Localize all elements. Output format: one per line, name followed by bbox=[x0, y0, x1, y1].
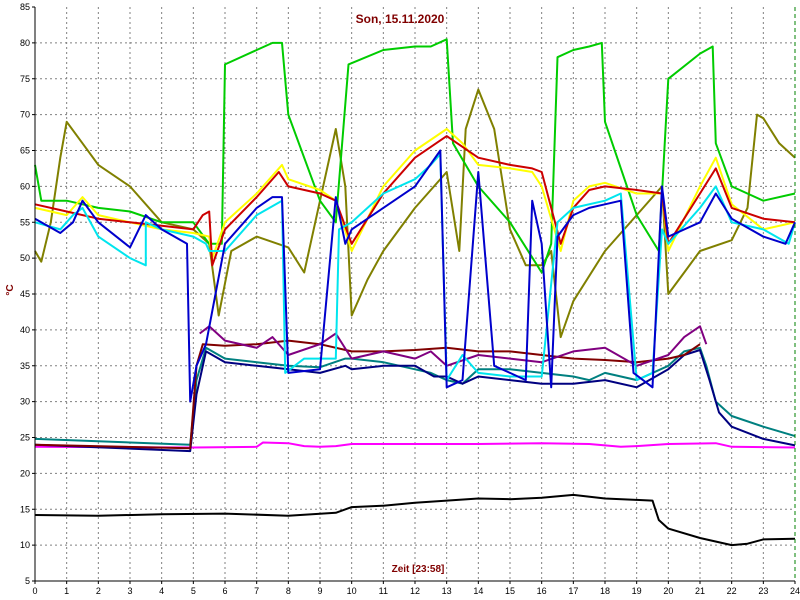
x-tick-label: 4 bbox=[159, 586, 164, 596]
x-tick-label: 14 bbox=[473, 586, 483, 596]
y-tick-label: 65 bbox=[20, 146, 30, 156]
tick-labels: 0 1 2 3 4 5 6 7 8 9 10 11 12 13 14 15 16 17 18 19 20 21 22 23 24… bbox=[20, 2, 800, 596]
y-tick-label: 60 bbox=[20, 181, 30, 191]
y-tick-label: 75 bbox=[20, 74, 30, 84]
series-line-12 bbox=[34, 149, 796, 403]
series-line-11 bbox=[34, 153, 796, 382]
chart-title: Son, 15.11.2020 bbox=[356, 12, 445, 26]
x-tick-label: 3 bbox=[127, 586, 132, 596]
x-tick-label: 15 bbox=[505, 586, 515, 596]
y-axis-label: °C bbox=[5, 284, 16, 295]
series-line-4 bbox=[34, 349, 796, 453]
series-line-5 bbox=[34, 339, 701, 450]
y-tick-label: 55 bbox=[20, 217, 30, 227]
y-tick-label: 35 bbox=[20, 361, 30, 371]
series-line-7 bbox=[34, 88, 796, 339]
x-tick-label: 21 bbox=[695, 586, 705, 596]
y-tick-label: 40 bbox=[20, 325, 30, 335]
series-line-1 bbox=[34, 493, 796, 547]
x-tick-label: 22 bbox=[727, 586, 737, 596]
x-tick-label: 17 bbox=[568, 586, 578, 596]
x-tick-label: 1 bbox=[64, 586, 69, 596]
x-tick-label: 5 bbox=[191, 586, 196, 596]
x-tick-label: 24 bbox=[790, 586, 800, 596]
series-line-8 bbox=[34, 38, 796, 274]
x-tick-label: 18 bbox=[600, 586, 610, 596]
x-tick-label: 6 bbox=[222, 586, 227, 596]
series-line-6 bbox=[199, 325, 708, 367]
axes bbox=[32, 6, 796, 584]
x-tick-label: 10 bbox=[347, 586, 357, 596]
y-tick-label: 85 bbox=[20, 2, 30, 12]
x-tick-label: 11 bbox=[379, 586, 388, 596]
y-tick-label: 70 bbox=[20, 110, 30, 120]
x-tick-label: 9 bbox=[317, 586, 322, 596]
y-tick-label: 30 bbox=[20, 397, 30, 407]
x-tick-label: 8 bbox=[286, 586, 291, 596]
y-tick-label: 45 bbox=[20, 289, 30, 299]
x-tick-label: 13 bbox=[442, 586, 452, 596]
x-tick-label: 12 bbox=[410, 586, 420, 596]
x-tick-label: 23 bbox=[758, 586, 768, 596]
x-tick-label: 0 bbox=[32, 586, 37, 596]
series-line-10 bbox=[34, 135, 796, 267]
y-tick-label: 25 bbox=[20, 433, 30, 443]
x-tick-label: 19 bbox=[632, 586, 642, 596]
y-tick-label: 15 bbox=[20, 504, 30, 514]
x-tick-label: 2 bbox=[96, 586, 101, 596]
x-tick-label: 7 bbox=[254, 586, 259, 596]
y-tick-label: 50 bbox=[20, 253, 30, 263]
series-line-2 bbox=[34, 441, 796, 449]
y-tick-label: 80 bbox=[20, 38, 30, 48]
y-tick-label: 20 bbox=[20, 468, 30, 478]
x-axis-label: Zeit [23:58] bbox=[392, 564, 445, 575]
y-tick-label: 10 bbox=[20, 540, 30, 550]
x-tick-label: 16 bbox=[537, 586, 547, 596]
series-group bbox=[34, 38, 796, 547]
x-tick-label: 20 bbox=[663, 586, 673, 596]
grid bbox=[35, 7, 795, 581]
y-tick-label: 5 bbox=[25, 576, 30, 586]
